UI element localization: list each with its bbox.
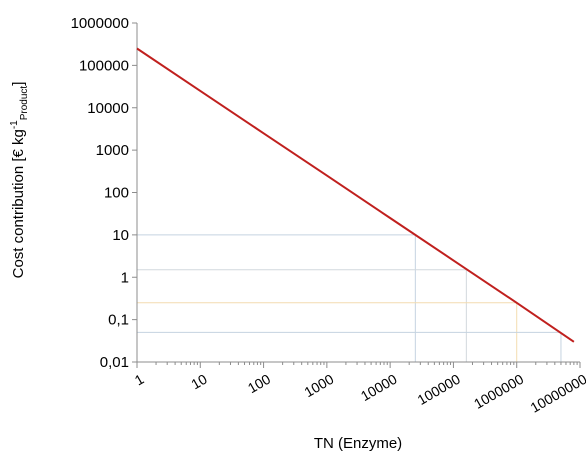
reference-lines (137, 234, 562, 362)
y-tick-label: 1000000 (71, 15, 129, 32)
x-tick-label: 10 (188, 371, 210, 393)
y-tick-label: 0,01 (100, 354, 129, 371)
series-line-0 (136, 47, 575, 343)
y-tick-label: 10 (112, 227, 129, 244)
x-tick-label: 100 (245, 371, 273, 397)
y-axis-title: Cost contribution [€ kg-1Product] (9, 82, 30, 279)
x-tick-label: 10000 (358, 371, 400, 404)
y-axis-title-sub: Product (19, 86, 30, 121)
y-tick-label: 1000 (96, 142, 129, 159)
x-tick-label: 1 (132, 371, 147, 389)
x-tick-label: 10000000 (528, 371, 586, 416)
y-axis-title-sup: -1 (9, 120, 20, 129)
x-axis-title: TN (Enzyme) (314, 435, 402, 452)
axes (132, 22, 581, 368)
y-axis-title-close: ] (10, 82, 27, 86)
x-tick-label: 100000 (414, 371, 463, 408)
y-tick-label: 100000 (79, 57, 129, 74)
y-tick-label: 0,1 (108, 312, 129, 329)
y-tick-label: 100 (104, 185, 129, 202)
y-tick-label: 1 (121, 269, 129, 286)
x-tick-label: 1000 (301, 371, 336, 401)
series-layer (136, 47, 575, 343)
y-axis-title-main: Cost contribution [€ kg (10, 129, 27, 278)
y-tick-label: 10000 (87, 100, 129, 117)
x-tick-label: 1000000 (471, 371, 526, 412)
